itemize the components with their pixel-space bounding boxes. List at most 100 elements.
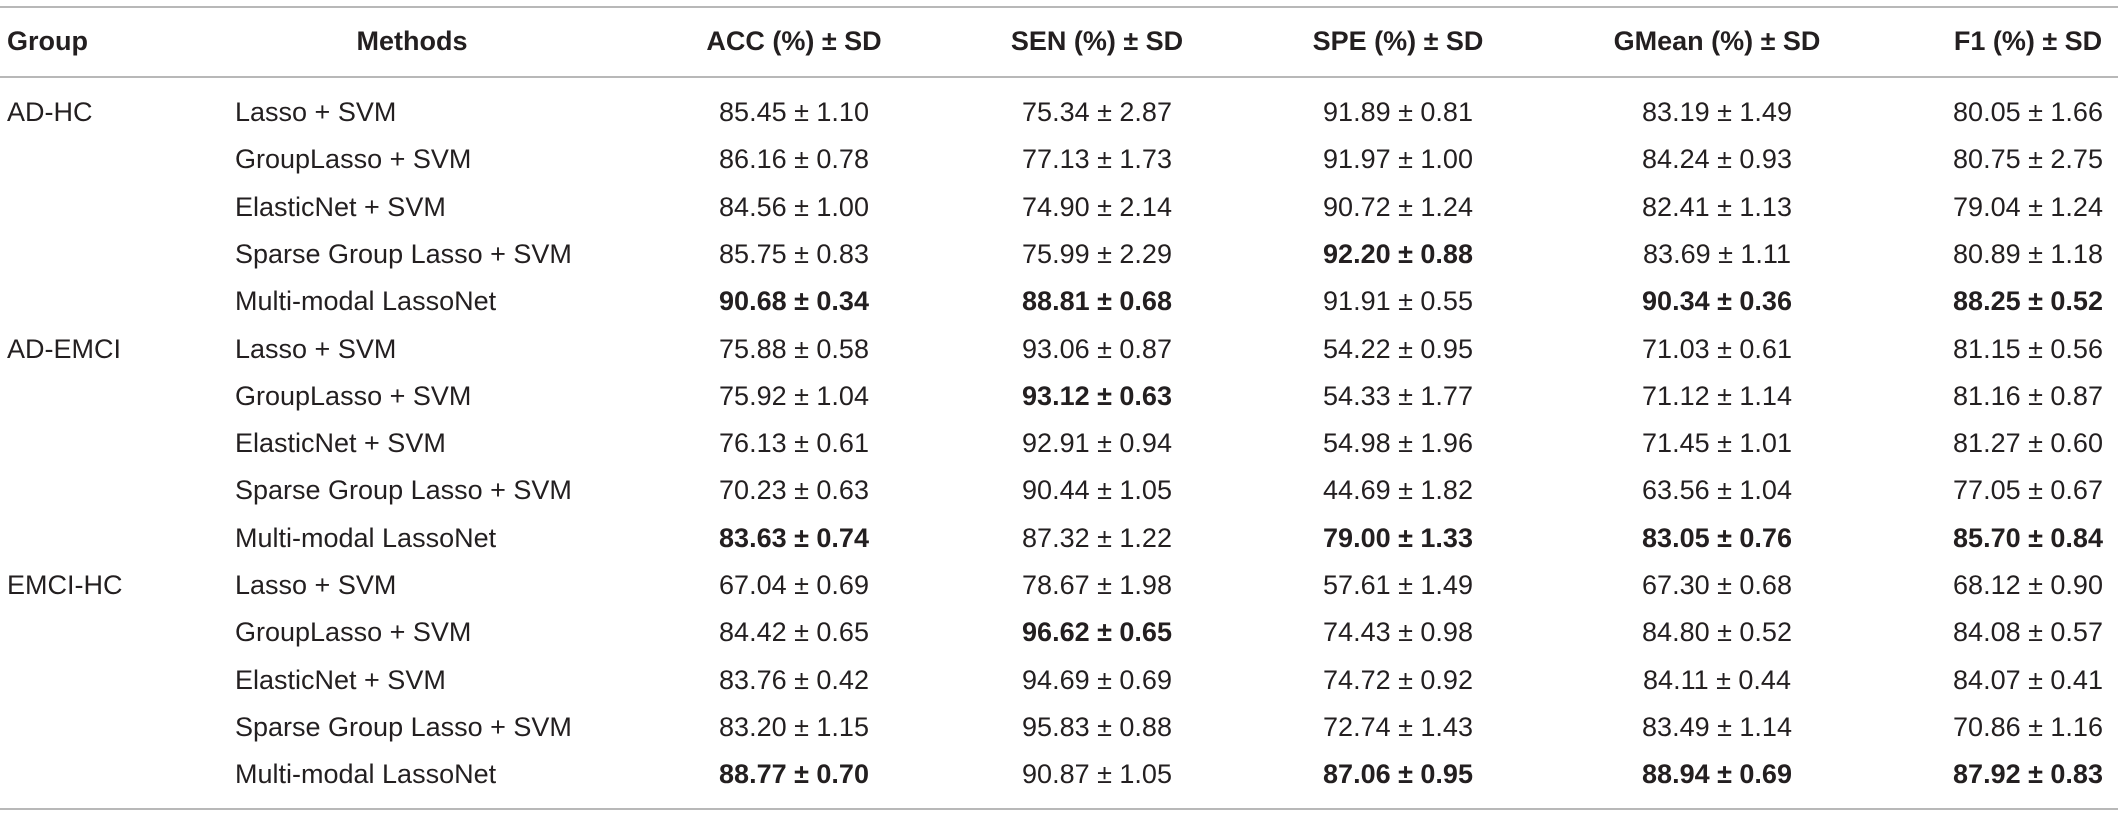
metric-cell: 68.12 ± 0.90	[1953, 570, 2103, 600]
group-label: EMCI-HC	[7, 570, 123, 600]
metric-cell: 90.34 ± 0.36	[1642, 286, 1792, 317]
metric-cell: 92.91 ± 0.94	[1022, 428, 1172, 459]
metric-cell: 88.81 ± 0.68	[1022, 286, 1172, 317]
header-cell: F1 (%) ± SD	[1953, 26, 2103, 56]
metric-cell: 84.08 ± 0.57	[1953, 617, 2103, 648]
metric-cell: 87.92 ± 0.83	[1953, 759, 2103, 790]
metric-cell: 75.99 ± 2.29	[1022, 238, 1172, 269]
metric-cell: 77.05 ± 0.67	[1953, 475, 2103, 506]
metric-cell: 71.03 ± 0.61	[1642, 333, 1792, 364]
metric-cell: 85.75 ± 0.83	[719, 238, 869, 269]
metric-cell: 83.20 ± 1.15	[719, 711, 869, 742]
metric-cell: 83.76 ± 0.42	[719, 664, 869, 695]
top-rule	[0, 6, 2118, 8]
metric-cell: 57.61 ± 1.49	[1323, 570, 1473, 600]
metric-cell: 79.00 ± 1.33	[1323, 522, 1473, 553]
method-label: Multi-modal LassoNet	[235, 522, 497, 553]
method-label: ElasticNet + SVM	[235, 191, 446, 222]
metric-cell: 81.15 ± 0.56	[1953, 333, 2103, 364]
bottom-rule	[0, 808, 2118, 810]
metric-cell: 94.69 ± 0.69	[1022, 664, 1172, 695]
header-cell: GMean (%) ± SD	[1613, 26, 1821, 56]
metric-cell: 95.83 ± 0.88	[1022, 711, 1172, 742]
metric-cell: 88.77 ± 0.70	[719, 759, 869, 790]
header-cell: SPE (%) ± SD	[1312, 26, 1484, 56]
metric-cell: 87.06 ± 0.95	[1323, 759, 1473, 790]
metric-cell: 86.16 ± 0.78	[719, 144, 869, 175]
header-cell: Methods	[356, 26, 468, 56]
metric-cell: 70.86 ± 1.16	[1953, 711, 2103, 742]
metric-cell: 70.23 ± 0.63	[719, 475, 869, 506]
metric-cell: 75.34 ± 2.87	[1022, 97, 1172, 127]
header-cell: SEN (%) ± SD	[1010, 26, 1184, 56]
metric-cell: 85.45 ± 1.10	[719, 97, 869, 127]
metric-cell: 93.12 ± 0.63	[1022, 380, 1172, 411]
metric-cell: 80.05 ± 1.66	[1953, 97, 2103, 127]
metric-cell: 74.72 ± 0.92	[1323, 664, 1473, 695]
metric-cell: 81.16 ± 0.87	[1953, 380, 2103, 411]
metric-cell: 88.94 ± 0.69	[1642, 759, 1792, 790]
metric-cell: 84.24 ± 0.93	[1642, 144, 1792, 175]
method-label: GroupLasso + SVM	[235, 144, 472, 175]
header-rule	[0, 76, 2118, 78]
metric-cell: 75.92 ± 1.04	[719, 380, 869, 411]
metric-cell: 84.07 ± 0.41	[1953, 664, 2103, 695]
method-label: Lasso + SVM	[235, 97, 397, 127]
method-label: Lasso + SVM	[235, 570, 397, 600]
metric-cell: 63.56 ± 1.04	[1642, 475, 1792, 506]
metric-cell: 78.67 ± 1.98	[1022, 570, 1172, 600]
metric-cell: 75.88 ± 0.58	[719, 333, 869, 364]
metric-cell: 81.27 ± 0.60	[1953, 428, 2103, 459]
group-label: AD-EMCI	[7, 333, 121, 364]
metric-cell: 90.68 ± 0.34	[719, 286, 869, 317]
metric-cell: 67.04 ± 0.69	[719, 570, 869, 600]
metric-cell: 91.91 ± 0.55	[1323, 286, 1473, 317]
method-label: GroupLasso + SVM	[235, 380, 472, 411]
metric-cell: 67.30 ± 0.68	[1642, 570, 1792, 600]
method-label: Lasso + SVM	[235, 333, 397, 364]
metric-cell: 84.80 ± 0.52	[1642, 617, 1792, 648]
header-cell: Group	[7, 26, 88, 56]
metric-cell: 83.49 ± 1.14	[1642, 711, 1792, 742]
metric-cell: 54.33 ± 1.77	[1323, 380, 1473, 411]
method-label: Sparse Group Lasso + SVM	[235, 475, 572, 506]
metric-cell: 83.69 ± 1.11	[1643, 238, 1791, 269]
method-label: Sparse Group Lasso + SVM	[235, 711, 572, 742]
metric-cell: 91.97 ± 1.00	[1323, 144, 1473, 175]
metric-cell: 90.72 ± 1.24	[1323, 191, 1473, 222]
method-label: Sparse Group Lasso + SVM	[235, 238, 572, 269]
metric-cell: 82.41 ± 1.13	[1642, 191, 1792, 222]
metric-cell: 54.98 ± 1.96	[1323, 428, 1473, 459]
metric-cell: 71.45 ± 1.01	[1642, 428, 1792, 459]
metric-cell: 84.42 ± 0.65	[719, 617, 869, 648]
metric-cell: 71.12 ± 1.14	[1642, 380, 1792, 411]
metric-cell: 92.20 ± 0.88	[1323, 238, 1473, 269]
metric-cell: 84.11 ± 0.44	[1643, 664, 1791, 695]
metric-cell: 74.90 ± 2.14	[1022, 191, 1172, 222]
metric-cell: 88.25 ± 0.52	[1953, 286, 2103, 317]
metric-cell: 91.89 ± 0.81	[1323, 97, 1473, 127]
metric-cell: 84.56 ± 1.00	[719, 191, 869, 222]
header-cell: ACC (%) ± SD	[706, 26, 882, 56]
metric-cell: 54.22 ± 0.95	[1323, 333, 1473, 364]
metric-cell: 90.44 ± 1.05	[1022, 475, 1172, 506]
metric-cell: 85.70 ± 0.84	[1953, 522, 2103, 553]
metric-cell: 87.32 ± 1.22	[1022, 522, 1172, 553]
metric-cell: 93.06 ± 0.87	[1022, 333, 1172, 364]
method-label: ElasticNet + SVM	[235, 428, 446, 459]
metric-cell: 79.04 ± 1.24	[1953, 191, 2103, 222]
method-label: Multi-modal LassoNet	[235, 759, 497, 790]
metric-cell: 96.62 ± 0.65	[1022, 617, 1172, 648]
group-label: AD-HC	[7, 97, 93, 127]
metric-cell: 83.19 ± 1.49	[1642, 97, 1792, 127]
metric-cell: 83.63 ± 0.74	[719, 522, 869, 553]
metric-cell: 74.43 ± 0.98	[1323, 617, 1473, 648]
metric-cell: 83.05 ± 0.76	[1642, 522, 1792, 553]
metric-cell: 77.13 ± 1.73	[1022, 144, 1172, 175]
method-label: ElasticNet + SVM	[235, 664, 446, 695]
metric-cell: 44.69 ± 1.82	[1323, 475, 1473, 506]
metric-cell: 90.87 ± 1.05	[1022, 759, 1172, 790]
method-label: GroupLasso + SVM	[235, 617, 472, 648]
metric-cell: 72.74 ± 1.43	[1323, 711, 1473, 742]
